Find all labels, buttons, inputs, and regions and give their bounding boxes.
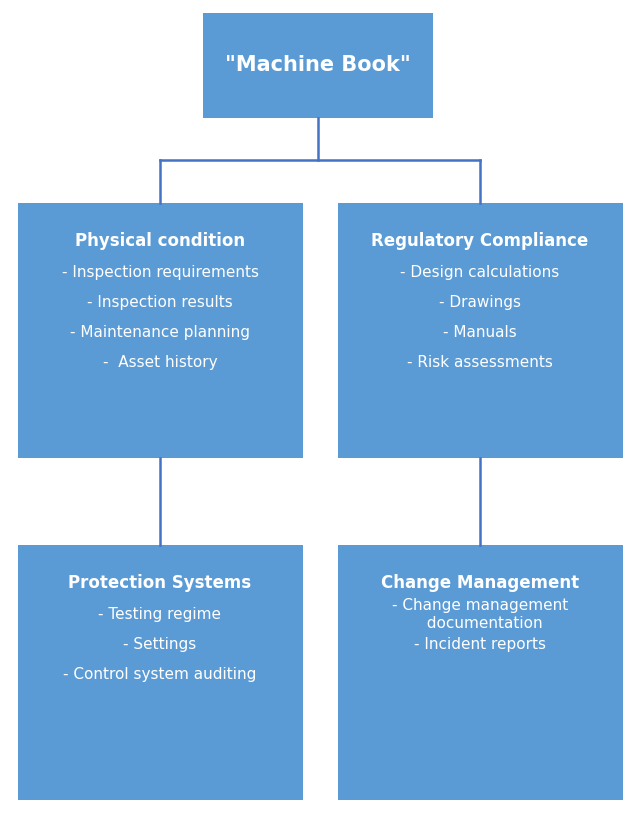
Text: Physical condition: Physical condition xyxy=(75,232,245,249)
FancyBboxPatch shape xyxy=(338,545,623,800)
FancyBboxPatch shape xyxy=(338,202,623,457)
Text: - Drawings: - Drawings xyxy=(439,295,521,310)
Text: "Machine Book": "Machine Book" xyxy=(225,55,411,75)
FancyBboxPatch shape xyxy=(203,13,433,117)
Text: Change Management: Change Management xyxy=(381,574,579,591)
Text: - Testing regime: - Testing regime xyxy=(99,607,221,622)
Text: - Settings: - Settings xyxy=(123,637,197,652)
FancyBboxPatch shape xyxy=(18,545,303,800)
Text: - Manuals: - Manuals xyxy=(443,325,517,340)
Text: Regulatory Compliance: Regulatory Compliance xyxy=(371,232,589,249)
Text: Protection Systems: Protection Systems xyxy=(69,574,252,591)
Text: - Inspection requirements: - Inspection requirements xyxy=(62,265,258,280)
Text: - Risk assessments: - Risk assessments xyxy=(407,355,553,370)
Text: - Inspection results: - Inspection results xyxy=(87,295,233,310)
Text: -  Asset history: - Asset history xyxy=(102,355,218,370)
Text: - Incident reports: - Incident reports xyxy=(414,637,546,652)
Text: - Control system auditing: - Control system auditing xyxy=(64,667,257,682)
Text: - Maintenance planning: - Maintenance planning xyxy=(70,325,250,340)
Text: - Design calculations: - Design calculations xyxy=(401,265,560,280)
FancyBboxPatch shape xyxy=(18,202,303,457)
Text: - Change management
  documentation: - Change management documentation xyxy=(392,598,568,631)
